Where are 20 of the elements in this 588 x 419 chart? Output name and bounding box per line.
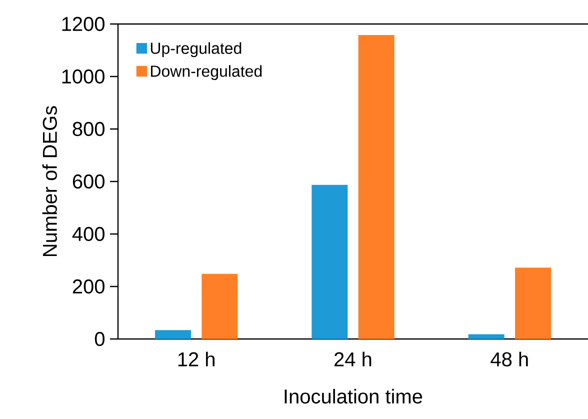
y-tick-label: 1200: [62, 16, 104, 32]
x-axis-title: Inoculation time: [284, 388, 422, 404]
legend-label: Down-regulated: [151, 65, 262, 80]
bar: [468, 334, 504, 339]
y-axis-title: Number of DEGs: [42, 106, 57, 256]
legend-label: Up-regulated: [150, 42, 242, 58]
bar: [312, 184, 348, 339]
y-tick-label: 600: [72, 174, 104, 189]
bar: [155, 330, 192, 339]
x-tick-label: 24 h: [334, 352, 372, 366]
y-tick-label: 400: [72, 226, 104, 242]
bar: [515, 268, 551, 339]
y-tick-label: 1000: [62, 69, 104, 84]
x-tick-label: 48 h: [490, 352, 528, 366]
y-tick-label: 200: [72, 279, 104, 294]
x-tick-label: 12 h: [178, 352, 214, 366]
bar: [358, 35, 394, 339]
y-tick-label: 0: [94, 332, 104, 346]
bar: [202, 274, 238, 339]
y-tick-label: 800: [72, 122, 104, 136]
